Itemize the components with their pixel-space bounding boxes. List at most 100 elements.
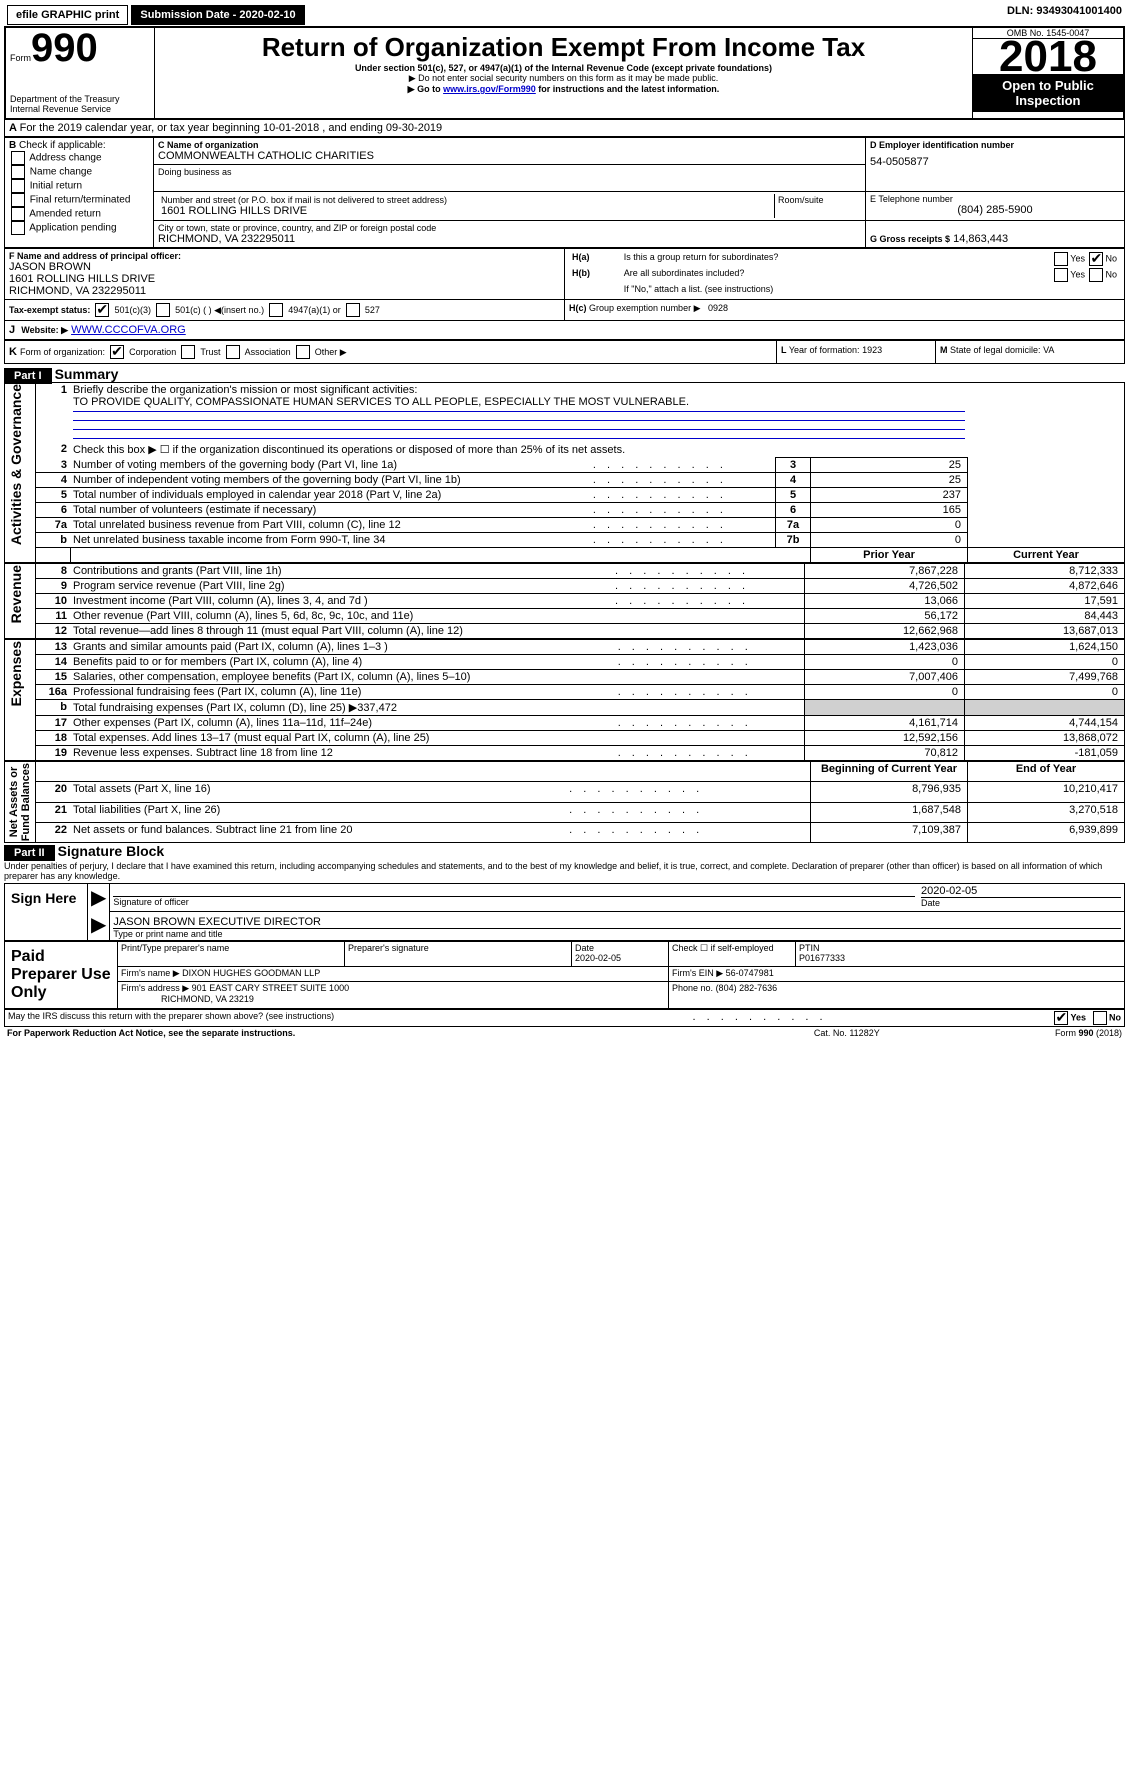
rev9: Program service revenue (Part VIII, line…	[70, 579, 612, 594]
yof: 1923	[862, 345, 882, 355]
paid-preparer: Paid Preparer Use Only Print/Type prepar…	[4, 941, 1125, 1009]
ck-other[interactable]	[296, 345, 310, 359]
date-lbl: Date	[921, 897, 1121, 908]
ck-501c3[interactable]	[95, 303, 109, 317]
firm-city: RICHMOND, VA 23219	[161, 994, 254, 1004]
col-end: End of Year	[968, 762, 1125, 782]
sig-date: 2020-02-05	[921, 885, 1121, 897]
top-bar: efile GRAPHIC print Submission Date - 20…	[4, 4, 1125, 26]
efile-btn[interactable]: efile GRAPHIC print	[7, 5, 128, 25]
part1-sub: Summary	[55, 366, 119, 382]
firm-addr: 901 EAST CARY STREET SUITE 1000	[192, 983, 349, 993]
q1: Briefly describe the organization's miss…	[73, 384, 417, 396]
rev12: Total revenue—add lines 8 through 11 (mu…	[70, 624, 612, 639]
city-label: City or town, state or province, country…	[158, 223, 861, 233]
hb-yes[interactable]	[1054, 268, 1068, 282]
officer-addr1: 1601 ROLLING HILLS DRIVE	[9, 273, 560, 285]
form990-link[interactable]: www.irs.gov/Form990	[443, 84, 536, 94]
room-label: Room/suite	[775, 194, 862, 218]
ck-4947[interactable]	[269, 303, 283, 317]
subtitle: Under section 501(c), 527, or 4947(a)(1)…	[159, 63, 968, 73]
col-curr: Current Year	[968, 548, 1125, 563]
ha-yes[interactable]	[1054, 252, 1068, 266]
firm-name: DIXON HUGHES GOODMAN LLP	[182, 968, 320, 978]
ck-assoc[interactable]	[226, 345, 240, 359]
i-label: Tax-exempt status:	[9, 305, 90, 315]
exp19: Revenue less expenses. Subtract line 18 …	[70, 746, 615, 761]
ha-no[interactable]	[1089, 252, 1103, 266]
side-net: Net Assets or Fund Balances	[8, 763, 32, 841]
net20: Total assets (Part X, line 16)	[70, 782, 566, 802]
summary-table: Activities & Governance 1 Briefly descri…	[4, 382, 1125, 563]
q2: Check this box ▶ ☐ if the organization d…	[70, 442, 968, 458]
ck-final[interactable]	[11, 193, 25, 207]
mission: TO PROVIDE QUALITY, COMPASSIONATE HUMAN …	[73, 396, 689, 408]
ck-address[interactable]	[11, 151, 25, 165]
d-label: D Employer identification number	[870, 140, 1120, 150]
j-label: Website: ▶	[21, 325, 68, 335]
subdate-btn: Submission Date - 2020-02-10	[131, 5, 304, 25]
ck-name[interactable]	[11, 165, 25, 179]
hb-note: If "No," attach a list. (see instruction…	[621, 283, 1120, 295]
addr-label: Number and street (or P.O. box if mail i…	[161, 195, 771, 205]
r3: Number of voting members of the governin…	[70, 458, 590, 473]
discuss-yes[interactable]	[1054, 1011, 1068, 1025]
m-label: State of legal domicile:	[950, 345, 1041, 355]
ck-amended[interactable]	[11, 207, 25, 221]
form-title: Return of Organization Exempt From Incom…	[159, 32, 968, 63]
col-beg: Beginning of Current Year	[811, 762, 968, 782]
r7a: Total unrelated business revenue from Pa…	[70, 518, 590, 533]
discuss: May the IRS discuss this return with the…	[5, 1009, 690, 1026]
prep-date: 2020-02-05	[575, 953, 665, 963]
domicile: VA	[1043, 345, 1054, 355]
officer-addr2: RICHMOND, VA 232295011	[9, 285, 560, 297]
line-a: For the 2019 calendar year, or tax year …	[20, 122, 443, 134]
part2-sub: Signature Block	[58, 843, 165, 859]
l-label: Year of formation:	[789, 345, 860, 355]
website-link[interactable]: WWW.CCCOFVA.ORG	[71, 324, 186, 336]
dln: DLN: 93493041001400	[1007, 5, 1122, 17]
officer-name-title: JASON BROWN EXECUTIVE DIRECTOR	[113, 916, 1121, 928]
ck-trust[interactable]	[181, 345, 195, 359]
phone: (804) 285-5900	[870, 204, 1120, 216]
header: Form990 Department of the Treasury Inter…	[4, 26, 1125, 120]
firm-addr-lbl: Firm's address ▶	[121, 983, 189, 993]
ck-corp[interactable]	[110, 345, 124, 359]
org-addr: 1601 ROLLING HILLS DRIVE	[161, 205, 771, 217]
type-lbl: Type or print name and title	[113, 928, 1121, 939]
ptin-lbl: PTIN	[799, 943, 1121, 953]
paid-label: Paid Preparer Use Only	[5, 941, 118, 1008]
hb-no[interactable]	[1089, 268, 1103, 282]
rev11: Other revenue (Part VIII, column (A), li…	[70, 609, 612, 624]
klm: K Form of organization: Corporation Trus…	[4, 340, 1125, 364]
dba-label: Doing business as	[158, 167, 861, 177]
form-number: 990	[31, 26, 98, 70]
r5: Total number of individuals employed in …	[70, 488, 590, 503]
firm-ein: 56-0747981	[726, 968, 774, 978]
rev8: Contributions and grants (Part VIII, lin…	[70, 564, 612, 579]
e-label: E Telephone number	[870, 194, 1120, 204]
exp16a: Professional fundraising fees (Part IX, …	[70, 685, 615, 700]
firm-ein-lbl: Firm's EIN ▶	[672, 968, 723, 978]
ptin: P01677333	[799, 953, 1121, 963]
exp13: Grants and similar amounts paid (Part IX…	[70, 640, 615, 655]
tax-year: 2018	[973, 39, 1123, 74]
phone-lbl: Phone no.	[672, 983, 713, 993]
firm-name-lbl: Firm's name ▶	[121, 968, 180, 978]
c-label: C Name of organization	[158, 140, 861, 150]
hc-val: 0928	[708, 303, 728, 313]
ha: Is this a group return for subordinates?	[621, 251, 968, 267]
open-inspect: Open to Public Inspection	[973, 74, 1123, 112]
sig-officer-lbl: Signature of officer	[113, 896, 915, 907]
ck-initial[interactable]	[11, 179, 25, 193]
org-city: RICHMOND, VA 232295011	[158, 233, 861, 245]
hb: Are all subordinates included?	[621, 267, 968, 283]
discuss-no[interactable]	[1093, 1011, 1107, 1025]
ck-501c[interactable]	[156, 303, 170, 317]
ck-527[interactable]	[346, 303, 360, 317]
foot-right: 990	[1078, 1028, 1093, 1038]
dept: Department of the Treasury Internal Reve…	[10, 94, 150, 114]
ck-pending[interactable]	[11, 221, 25, 235]
form-word: Form	[10, 53, 31, 63]
k-label: Form of organization:	[20, 347, 105, 357]
